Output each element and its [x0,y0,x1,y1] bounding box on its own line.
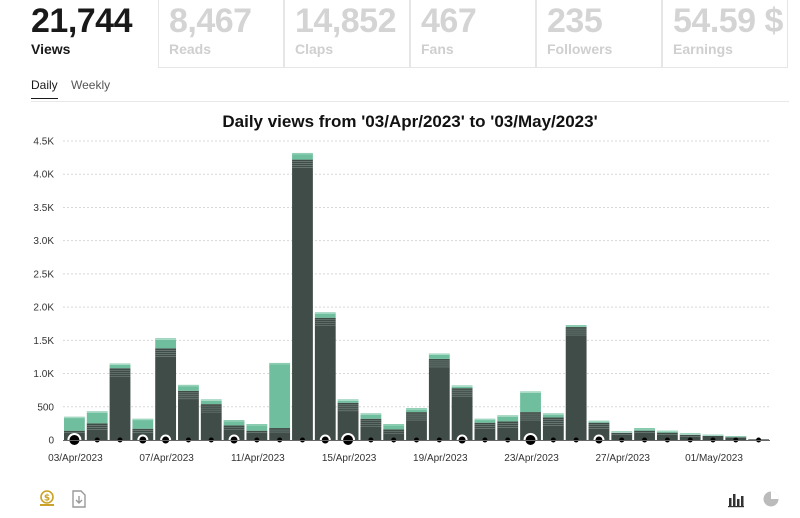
stat-views[interactable]: 21,744 Views [21,0,157,68]
bar-segment-light [132,418,154,429]
pie-chart-icon[interactable] [762,490,780,508]
bar-segment-light [292,152,313,160]
bar-segment-dark [611,432,633,440]
x-tick-label: 23/Apr/2023 [504,453,559,464]
bar-segment-light [64,416,85,431]
daily-views-chart: 0 500 1.0K 1.5K 2.0K 2.5K 3.0K 3.5K 4.0K 4.5K 03/A… [33,112,770,464]
bar-segment-light [86,411,108,424]
bar-segment-light [474,418,496,423]
y-tick-label: 4.5K [33,137,54,148]
chart-title: Daily views from '03/Apr/2023' to '03/Ma… [222,112,597,131]
bar-segment-dark [497,421,519,440]
bar-segment-light [542,413,564,418]
bar-segment-light [406,408,427,413]
x-tick-label: 11/Apr/2023 [231,453,285,464]
stat-value: 21,744 [31,2,133,40]
x-tick-label: 15/Apr/2023 [322,453,377,464]
y-tick-label: 1.0K [33,369,54,380]
bar-segment-dark [292,159,313,441]
stat-label: Fans [421,41,454,57]
stats-header: 21,744 Views 8,467 Reads 14,852 Claps 46… [0,0,800,68]
bar-segment-light [200,399,222,405]
bar-segment-light [383,424,405,430]
dollar-coin-icon[interactable]: $ [38,490,56,508]
stat-label: Views [31,41,71,57]
bar-segment-dark [200,404,222,440]
stat-label: Earnings [673,41,733,57]
bar-segment-dark [223,425,245,440]
svg-text:$: $ [44,494,50,504]
stat-value: 14,852 [295,2,397,40]
stat-value: 8,467 [169,2,252,40]
bar-segment-dark [520,412,541,440]
stat-value: 235 [547,2,603,40]
bar-segment-dark [109,368,131,440]
y-tick-label: 500 [37,402,54,413]
bar-segment-light [337,399,359,403]
bar-segment-dark [634,430,655,440]
x-tick-label: 27/Apr/2023 [596,453,651,464]
bar-segment-dark [155,348,177,440]
x-tick-label: 07/Apr/2023 [139,453,194,464]
y-tick-label: 1.5K [33,336,54,347]
x-tick-label: 19/Apr/2023 [413,453,468,464]
y-tick-label: 3.5K [33,203,54,214]
bar-chart-icon[interactable] [727,490,745,508]
y-tick-label: 4.0K [33,170,54,181]
x-tick-label: 03/Apr/2023 [48,453,103,464]
bar-segment-dark [132,428,154,440]
bar-segment-dark [337,402,359,440]
y-tick-label: 0 [48,436,54,447]
bar-segment-light [178,384,199,391]
bar-segment-dark [269,428,291,440]
bar-segment-dark [474,422,496,440]
download-icon[interactable] [70,490,88,508]
bar-segment-dark [383,429,405,440]
y-tick-label: 2.5K [33,269,54,280]
bar-segment-dark [451,388,473,440]
tab-divider [31,101,789,102]
bar-segment-light [314,312,336,318]
bar-segment-light [702,434,724,436]
stat-label: Claps [295,41,334,57]
bar-segment-light [497,415,519,422]
bar-segment-light [246,424,268,431]
y-tick-label: 2.0K [33,303,54,314]
x-tick-label: 01/May/2023 [685,453,743,464]
stat-value: 467 [421,2,477,40]
stat-label: Followers [547,41,613,57]
bar-segment-dark [246,430,268,440]
bar-segment-light [360,413,382,419]
stat-reads[interactable]: 8,467 Reads [158,0,284,68]
stat-fans[interactable]: 467 Fans [410,0,536,68]
bar-segment-light [155,338,177,349]
bar-segment-light [223,420,245,426]
bar-segment-dark [542,417,564,440]
bar-segment-light [725,436,747,437]
bar-segment-light [109,363,131,369]
bar-segment-dark [565,327,587,440]
bar-segment-dark [679,434,701,440]
bar-segment-light [269,362,291,429]
bar-segment-dark [588,422,610,440]
stat-label: Reads [169,41,212,57]
stat-value: 54.59 $ [673,2,783,40]
tab-daily[interactable]: Daily [31,78,58,99]
stat-claps[interactable]: 14,852 Claps [284,0,410,68]
tab-weekly[interactable]: Weekly [71,78,111,92]
stat-followers[interactable]: 235 Followers [536,0,662,68]
bar-segment-dark [406,412,427,440]
y-tick-label: 3.0K [33,236,54,247]
bar-segment-dark [360,418,382,440]
bar-segment-light [428,353,450,359]
stat-earnings[interactable]: 54.59 $ Earnings [662,0,788,68]
bar-segment-dark [178,390,199,440]
bar-segment-dark [428,358,450,440]
bar-segment-dark [314,317,336,440]
bar-segment-dark [656,432,678,440]
bar-segment-light [520,391,541,413]
